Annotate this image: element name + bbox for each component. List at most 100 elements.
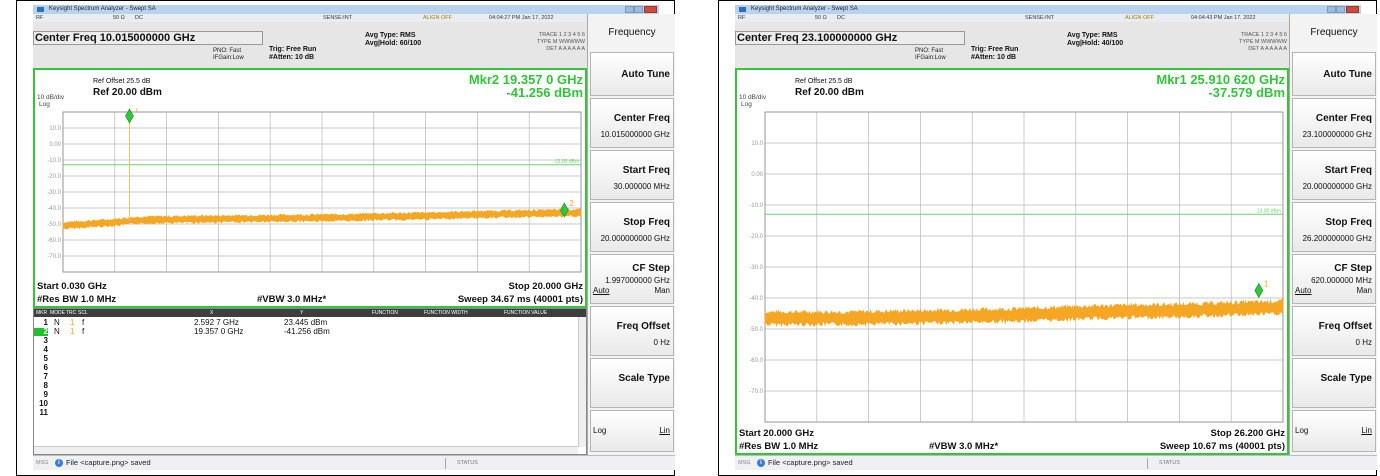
marker-table: MKR MODE TRC SCL X Y FUNCTION FUNCTION W… — [33, 308, 587, 455]
stop-freq-button[interactable]: Stop Freq 20.000000000 GHz — [590, 202, 674, 252]
y-tick-label: 10.0 — [49, 126, 61, 132]
center-freq-button[interactable]: Center Freq 10.015000000 GHz — [590, 98, 674, 148]
auto-tune-label: Auto Tune — [1323, 69, 1372, 80]
marker-readout-amp: -41.256 dBm — [506, 85, 583, 100]
table-row[interactable]: 8 — [34, 382, 586, 390]
marker-readout-amp: -37.579 dBm — [1208, 85, 1285, 100]
ref-offset: Ref Offset 25.5 dB — [795, 78, 853, 85]
lin-option[interactable]: Lin — [1361, 426, 1372, 435]
auto-option[interactable]: Auto — [1295, 286, 1312, 295]
rf-label: RF — [36, 15, 44, 21]
auto-option[interactable]: Auto — [593, 286, 610, 295]
status-divider — [445, 458, 446, 469]
table-row[interactable]: 10 — [34, 400, 586, 408]
spectrum-trace — [62, 208, 582, 230]
y-tick-label: -50.0 — [47, 222, 61, 228]
measurement-header: Center Freq 10.015000000 GHz PNO: Fast I… — [33, 22, 587, 68]
log-lin-toggle[interactable]: Log Lin — [1292, 410, 1376, 452]
sweep-label: Sweep 10.67 ms (40001 pts) — [1159, 441, 1285, 452]
marker-table-header: MKR MODE TRC SCL X Y FUNCTION FUNCTION W… — [34, 309, 586, 317]
cf-step-button[interactable]: CF Step 620.000000 MHz Auto Man — [1292, 254, 1376, 304]
plot-area[interactable]: Ref Offset 25.5 dB Ref 20.00 dBm 10 dB/d… — [33, 68, 587, 308]
status-label: STATUS — [1159, 460, 1180, 466]
cf-step-button[interactable]: CF Step 1.997000000 GHz Auto Man — [590, 254, 674, 304]
coupling-label: DC — [837, 15, 845, 21]
maximize-button[interactable] — [634, 6, 643, 13]
table-row[interactable]: 7 — [34, 373, 586, 381]
auto-tune-button[interactable]: Auto Tune — [590, 52, 674, 96]
cf-step-key-label: CF Step — [632, 263, 670, 274]
message-bar: MSG i File <capture.png> saved STATUS — [33, 455, 675, 470]
table-row[interactable]: 4 — [34, 346, 586, 354]
center-freq-box[interactable] — [735, 31, 965, 45]
col-x: X — [210, 310, 214, 316]
center-freq-button[interactable]: Center Freq 23.100000000 GHz — [1292, 98, 1376, 148]
center-freq-title: Center Freq 23.100000000 GHz — [737, 32, 898, 44]
scale-type-button[interactable]: Scale Type — [590, 358, 674, 408]
table-row[interactable]: 11 — [34, 409, 586, 417]
freq-offset-key-value: 0 Hz — [653, 338, 670, 347]
man-option[interactable]: Man — [654, 286, 670, 295]
file-saved-message: File <capture.png> saved — [768, 458, 853, 467]
log-option[interactable]: Log — [593, 426, 607, 435]
col-mkr: MKR — [36, 310, 48, 316]
start-freq-button[interactable]: Start Freq 20.000000000 GHz — [1292, 150, 1376, 200]
auto-tune-button[interactable]: Auto Tune — [1292, 52, 1376, 96]
center-freq-box[interactable] — [33, 31, 263, 45]
avg-type: Avg Type: RMS — [365, 32, 416, 39]
start-freq-button[interactable]: Start Freq 30.000000 MHz — [590, 150, 674, 200]
table-row[interactable]: 5 — [34, 355, 586, 363]
col-y: Y — [300, 310, 304, 316]
table-row[interactable]: 6 — [34, 364, 586, 372]
minimize-button[interactable] — [1327, 6, 1336, 13]
atten-label: #Atten: 10 dB — [269, 54, 315, 61]
impedance-label: 50 Ω — [815, 15, 827, 21]
y-tick-label: -50.0 — [749, 327, 763, 333]
cf-step-key-value: 620.000000 MHz — [1311, 276, 1372, 285]
row-number: 8 — [43, 381, 48, 390]
grid-border — [62, 111, 582, 273]
log-lin-toggle[interactable]: Log Lin — [590, 410, 674, 452]
table-horizontal-scrollbar[interactable] — [34, 446, 578, 454]
table-row[interactable]: 2 N 1 f 19.357 0 GHz -41.256 dBm — [34, 328, 586, 336]
minimize-button[interactable] — [625, 6, 634, 13]
close-button[interactable] — [1346, 6, 1359, 13]
maximize-button[interactable] — [1336, 6, 1345, 13]
cf-step-key-value: 1.997000000 GHz — [605, 276, 670, 285]
trace-row-3: DET A A A A A A — [1248, 46, 1287, 52]
man-option[interactable]: Man — [1356, 286, 1372, 295]
scale-type-button[interactable]: Scale Type — [1292, 358, 1376, 408]
trace-row-2: TYPE M WWWWW — [537, 39, 585, 45]
trace-row-1: TRACE 1 2 3 4 5 6 — [538, 32, 585, 38]
col-scl: SCL — [78, 310, 88, 316]
freq-offset-button[interactable]: Freq Offset 0 Hz — [590, 306, 674, 356]
spectrum-chart[interactable]: 10.0 0.00 -10.0 -20.0 -30.0 -40.0 -50.0 -60.0 -7… — [35, 108, 585, 278]
row-number: 3 — [43, 336, 48, 345]
y-tick-label: 10.0 — [751, 141, 763, 147]
sense-label: SENSE:INT — [323, 15, 353, 21]
table-row[interactable]: 9 — [34, 391, 586, 399]
spectrum-trace — [764, 298, 1284, 328]
row-trace: 1 — [70, 318, 75, 327]
table-row[interactable]: 3 — [34, 337, 586, 345]
softkey-menu-title: Frequency — [608, 27, 656, 38]
stop-freq-button[interactable]: Stop Freq 26.200000000 GHz — [1292, 202, 1376, 252]
auto-tune-label: Auto Tune — [621, 69, 670, 80]
table-row[interactable]: 1 N 1 f 2.592 7 GHz 23.445 dBm — [34, 319, 586, 327]
table-vertical-scrollbar[interactable] — [578, 317, 586, 447]
marker-readout-freq: Mkr1 25.910 620 GHz — [1156, 72, 1285, 87]
scale-per-div: 10 dB/div — [739, 94, 767, 101]
scale-type-key-label: Scale Type — [1320, 373, 1372, 384]
plot-area[interactable]: Ref Offset 25.5 dB Ref 20.00 dBm 10 dB/d… — [735, 68, 1289, 455]
trace-row-1: TRACE 1 2 3 4 5 6 — [1240, 32, 1287, 38]
freq-offset-key-label: Freq Offset — [616, 321, 670, 332]
softkey-panel: Frequency Auto Tune Center Freq 10.015000… — [587, 14, 675, 455]
impedance-label: 50 Ω — [113, 15, 125, 21]
freq-offset-button[interactable]: Freq Offset 0 Hz — [1292, 306, 1376, 356]
row-number: 10 — [39, 399, 48, 408]
lin-option[interactable]: Lin — [659, 426, 670, 435]
spectrum-chart[interactable]: 10.0 0.00 -10.0 -20.0 -30.0 -40.0 -50.0 -60.0 -7… — [737, 108, 1287, 428]
log-option[interactable]: Log — [1295, 426, 1309, 435]
row-number: 2 — [34, 328, 48, 336]
close-button[interactable] — [644, 6, 657, 13]
